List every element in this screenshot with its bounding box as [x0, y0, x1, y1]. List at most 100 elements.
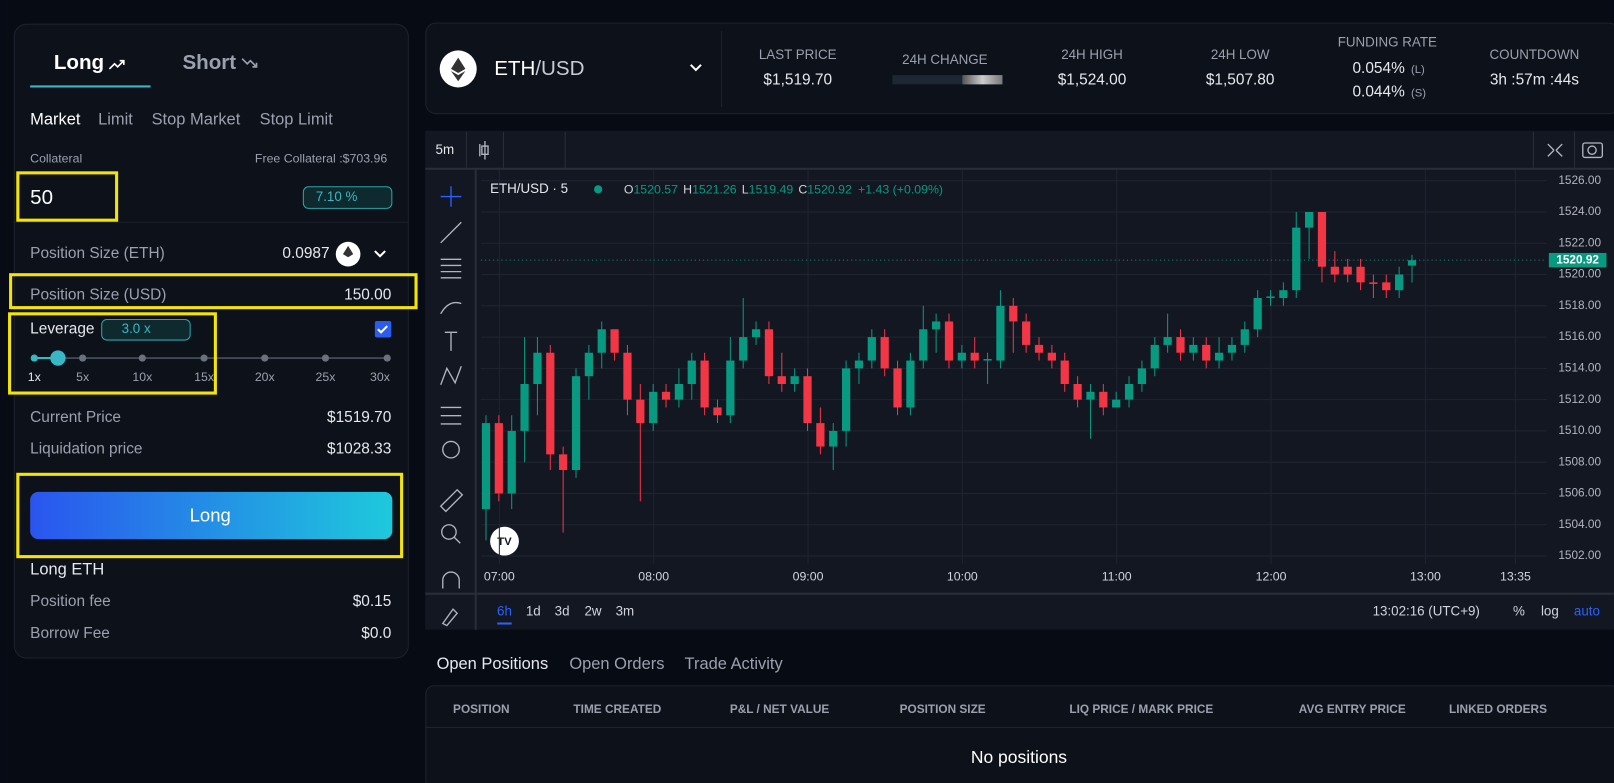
order-type[interactable]: Stop Limit [260, 111, 334, 129]
timeframe[interactable]: 1d [526, 604, 541, 619]
ohlc-key: H [683, 183, 692, 197]
label: 0.054% [1352, 60, 1405, 77]
tab[interactable]: Long [54, 51, 104, 74]
label: Position Size (USD) [30, 286, 166, 303]
order-type[interactable]: Market [30, 111, 81, 129]
candle-body [494, 423, 503, 494]
ohlc-value: 1520.57 [633, 183, 678, 197]
candle-body [584, 352, 593, 377]
candle-body [803, 376, 812, 424]
scale-option[interactable]: log [1541, 604, 1559, 619]
candle-body [841, 368, 851, 431]
candle-body [893, 368, 902, 408]
label: $1519.70 [327, 409, 391, 426]
pill-text: 7.10 % [316, 189, 358, 204]
timeframe[interactable]: 3m [616, 604, 635, 619]
ohlc-key: O [624, 183, 634, 197]
status-dot [594, 185, 603, 194]
y-tick-label: 1510.00 [1558, 423, 1601, 437]
order-type[interactable]: Stop Market [152, 111, 241, 129]
candle-body [1124, 384, 1134, 400]
candle-body [1060, 360, 1069, 385]
candle-body [1369, 282, 1378, 284]
slider-knob[interactable] [50, 350, 66, 366]
stat-label: 24H LOW [1211, 47, 1270, 62]
stat-label: FUNDING RATE [1338, 35, 1437, 50]
pair[interactable]: ETH/USD [494, 57, 584, 80]
timeframe[interactable]: 2w [584, 604, 601, 619]
candle-body [1292, 227, 1301, 291]
stat-label: 24H CHANGE [902, 52, 987, 67]
leverage-mark: 20x [255, 370, 276, 384]
candle-body [1009, 305, 1018, 322]
candle-body [880, 337, 889, 369]
x-tick-label: 08:00 [638, 569, 669, 583]
tab[interactable]: Short [182, 51, 236, 74]
label: $0.0 [361, 625, 391, 642]
candle-body [867, 337, 876, 361]
plot [480, 169, 1547, 564]
interval[interactable]: 5m [436, 142, 455, 157]
candle-body [944, 321, 954, 361]
positions-tab[interactable]: Open Orders [569, 655, 664, 673]
label: Current Price [30, 409, 121, 426]
positions-tab[interactable]: Open Positions [437, 655, 549, 673]
positions-tab[interactable]: Trade Activity [685, 655, 784, 673]
tv-logo [490, 526, 519, 556]
candle-body [559, 454, 568, 471]
leverage-mark: 25x [316, 370, 337, 384]
symbol: ETH/USD · 5 [490, 181, 568, 196]
candle-body [751, 329, 761, 338]
leverage-mark: 5x [76, 370, 90, 384]
ohlc-value: 1521.26 [692, 183, 737, 197]
label: $1028.33 [327, 441, 391, 458]
button-text[interactable]: Long [190, 504, 231, 525]
candle-body [1227, 344, 1237, 353]
candle-body [1240, 329, 1249, 345]
candle-body [726, 360, 735, 416]
candle-body [636, 399, 645, 424]
slider-dots [79, 354, 391, 362]
label: $0.15 [353, 593, 392, 610]
order-type[interactable]: Limit [98, 111, 133, 129]
column-header: LINKED ORDERS [1449, 702, 1547, 716]
empty-state: No positions [971, 747, 1067, 767]
positions-table [425, 685, 1614, 783]
column-header: AVG ENTRY PRICE [1299, 702, 1406, 716]
scale-option[interactable]: auto [1574, 604, 1600, 619]
stat-value: $1,507.80 [1206, 71, 1275, 88]
pair-chevron[interactable] [690, 64, 702, 72]
label: 150.00 [344, 286, 391, 303]
candle-body [1176, 337, 1185, 353]
eth-glyph [342, 245, 354, 258]
candle-body [649, 391, 658, 424]
pct-pill[interactable] [302, 186, 393, 209]
pair-quote: /USD [535, 57, 584, 80]
candle-body [1022, 321, 1031, 345]
long-button[interactable] [30, 491, 393, 540]
label: Free Collateral :$703.96 [255, 152, 387, 166]
scale-option[interactable]: % [1513, 604, 1525, 619]
candle-body [1137, 368, 1147, 385]
tool-icons[interactable] [439, 140, 1604, 627]
candle-body [687, 360, 696, 385]
x-tick-label: 12:00 [1256, 569, 1287, 583]
down-icon [241, 58, 258, 68]
candle-body [1356, 266, 1365, 283]
candle-body [854, 360, 864, 369]
timeframe[interactable]: 6h [497, 604, 512, 619]
y-tick-label: 1514.00 [1558, 360, 1601, 374]
input-value[interactable]: 50 [30, 186, 53, 209]
column-header: POSITION SIZE [900, 702, 986, 716]
leverage-pill[interactable] [101, 318, 191, 341]
column-header: P&L / NET VALUE [730, 702, 830, 716]
candle-body [764, 329, 774, 377]
candle-body [481, 423, 491, 510]
candle-body [829, 430, 838, 447]
chevron[interactable] [374, 250, 386, 258]
ohlc-legend: O1520.57 H1521.26 L1519.49 C1520.92 +1.43 (+… [624, 183, 943, 197]
x-tick-label: 13:00 [1410, 569, 1441, 583]
candle-body [739, 337, 748, 361]
timeframe[interactable]: 3d [555, 604, 570, 619]
